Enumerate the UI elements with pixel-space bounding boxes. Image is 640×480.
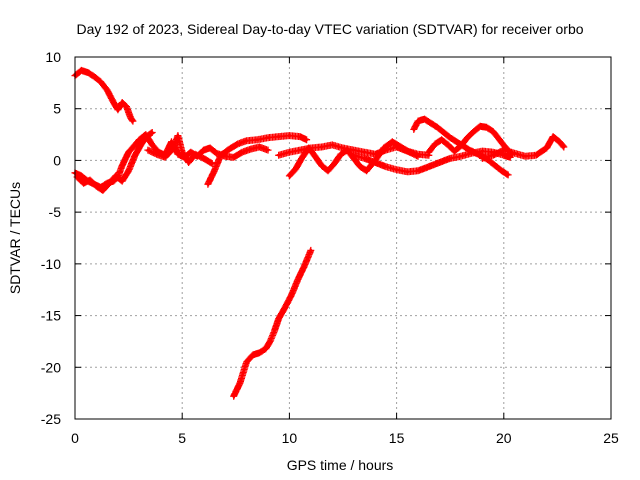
y-tick-label: -15 xyxy=(41,308,61,324)
series-markers xyxy=(204,132,311,188)
axis-layer: 0 5 10 15 20 25 -25 -20 -15 -10 -5 0 5 10 xyxy=(41,49,619,446)
y-tick-label: 0 xyxy=(53,152,61,168)
y-tick-label: 5 xyxy=(53,101,61,117)
series-markers xyxy=(73,129,156,194)
series-track-6 xyxy=(230,246,315,400)
series-markers xyxy=(144,132,216,167)
plot-area xyxy=(75,57,611,419)
y-axis-label: SDTVAR / TECUs xyxy=(7,182,23,294)
series-markers xyxy=(410,115,512,179)
x-tick-label: 10 xyxy=(282,430,298,446)
x-tick-label: 5 xyxy=(178,430,186,446)
series-track-5 xyxy=(204,132,311,188)
y-tick-label: -20 xyxy=(41,359,61,375)
series-markers xyxy=(230,246,315,400)
data-layer xyxy=(71,66,568,400)
x-tick-label: 0 xyxy=(71,430,79,446)
x-tick-label: 25 xyxy=(603,430,619,446)
y-tick-label: 10 xyxy=(45,49,61,65)
series-track-10 xyxy=(410,115,512,179)
series-track-4 xyxy=(144,132,216,167)
x-tick-label: 15 xyxy=(389,430,405,446)
y-tick-label: -25 xyxy=(41,411,61,427)
plot-frame xyxy=(74,56,612,420)
x-axis-label: GPS time / hours xyxy=(287,457,394,473)
series-track-3 xyxy=(73,129,156,194)
x-tick-label: 20 xyxy=(496,430,512,446)
chart-title: Day 192 of 2023, Sidereal Day-to-day VTE… xyxy=(76,21,583,37)
series-markers xyxy=(425,122,516,158)
y-tick-label: -10 xyxy=(41,256,61,272)
series-markers xyxy=(478,133,568,162)
y-tick-label: -5 xyxy=(49,204,62,220)
grid-layer xyxy=(75,57,611,419)
series-track-12 xyxy=(478,133,568,162)
